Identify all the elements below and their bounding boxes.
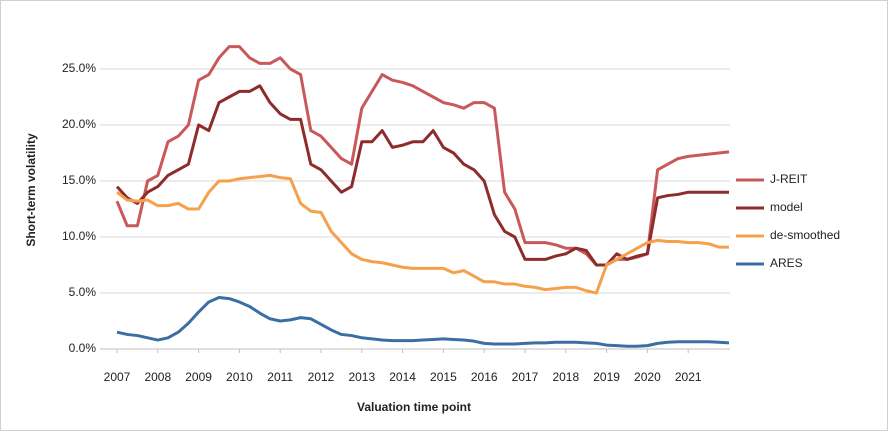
y-tick-label: 20.0% xyxy=(62,117,96,131)
x-tick-label: 2016 xyxy=(471,370,498,384)
legend-label: J-REIT xyxy=(770,172,808,186)
x-tick-label: 2008 xyxy=(144,370,171,384)
x-tick-label: 2018 xyxy=(552,370,579,384)
x-tick-label: 2010 xyxy=(226,370,253,384)
x-tick-label: 2014 xyxy=(389,370,416,384)
legend-label: ARES xyxy=(770,256,803,270)
y-tick-label: 25.0% xyxy=(62,61,96,75)
x-tick-label: 2012 xyxy=(308,370,335,384)
series-line xyxy=(115,84,729,267)
y-axis-title: Short-term volatility xyxy=(24,133,38,247)
x-tick-label: 2007 xyxy=(104,370,131,384)
legend-label: model xyxy=(770,200,803,214)
x-tick-label: 2021 xyxy=(675,370,702,384)
x-tick-label: 2020 xyxy=(634,370,661,384)
legend-label: de-smoothed xyxy=(770,228,840,242)
y-tick-label: 5.0% xyxy=(69,285,97,299)
x-tick-label: 2009 xyxy=(185,370,212,384)
series-line xyxy=(116,173,729,295)
x-tick-label: 2013 xyxy=(348,370,375,384)
x-tick-label: 2011 xyxy=(267,370,293,384)
series-line xyxy=(116,295,730,348)
x-tick-label: 2017 xyxy=(512,370,539,384)
x-axis-title: Valuation time point xyxy=(357,400,471,414)
x-tick-label: 2019 xyxy=(593,370,620,384)
x-tick-label: 2015 xyxy=(430,370,457,384)
y-tick-label: 0.0% xyxy=(69,341,97,355)
y-tick-label: 10.0% xyxy=(62,229,96,243)
y-tick-label: 15.0% xyxy=(62,173,96,187)
